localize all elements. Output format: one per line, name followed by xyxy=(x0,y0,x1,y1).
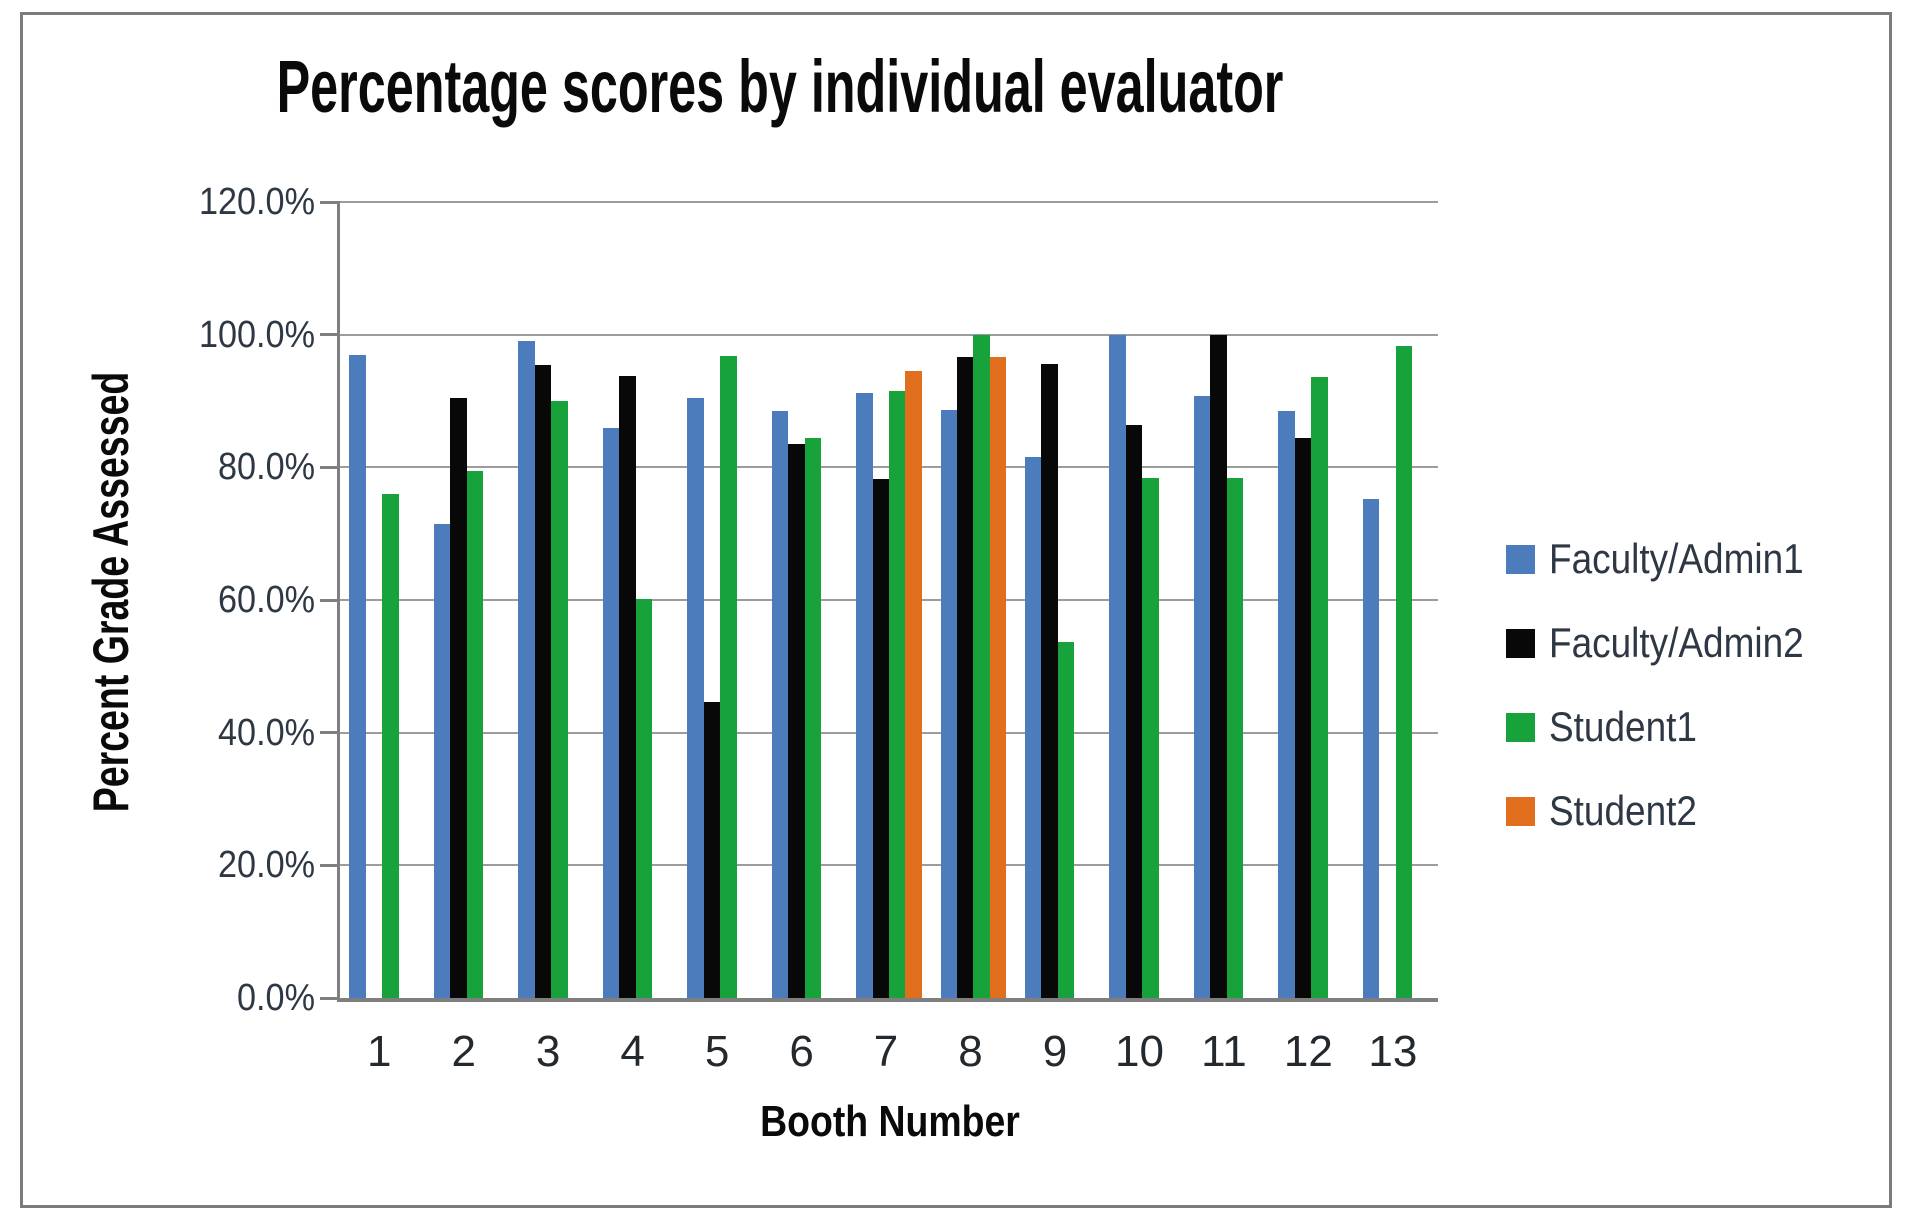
bar-faculty-admin2-booth-4 xyxy=(619,375,636,998)
bar-faculty-admin2-booth-3 xyxy=(534,364,552,998)
y-axis-tick xyxy=(320,465,340,469)
legend-swatch xyxy=(1506,796,1535,826)
x-tick-label: 3 xyxy=(535,1027,561,1076)
bar-student1-booth-3 xyxy=(551,401,568,998)
x-tick-label: 6 xyxy=(789,1027,814,1076)
y-tick-label: 80.0% xyxy=(218,446,315,489)
y-axis-tick xyxy=(320,731,340,735)
chart-title: Percentage scores by individual evaluato… xyxy=(276,45,1284,128)
bar-faculty-admin1-booth-1 xyxy=(349,354,366,998)
plot-area: 0.0% 20.0% 40.0% 60.0% 80.0% 100.0% 120.0% xyxy=(199,181,1438,1019)
x-tick-labels: 1 2 3 4 5 6 7 8 9 10 11 12 13 xyxy=(337,1026,1435,1078)
y-tick-label: 60.0% xyxy=(218,579,315,621)
y-tick-label: 0.0% xyxy=(237,977,315,1019)
bar-faculty-admin1-booth-7 xyxy=(856,393,873,998)
gridline xyxy=(340,201,1438,203)
bar-student1-booth-5 xyxy=(720,355,737,998)
gridline xyxy=(340,333,1438,336)
legend-swatch xyxy=(1506,544,1535,574)
legend-item-faculty-admin2: Faculty/Admin2 xyxy=(1506,619,1838,666)
bar-student1-booth-10 xyxy=(1142,477,1159,998)
bar-faculty-admin2-booth-2 xyxy=(450,397,467,998)
bar-student1-booth-12 xyxy=(1311,377,1328,998)
legend-swatch xyxy=(1506,628,1535,658)
legend-label: Student2 xyxy=(1549,787,1697,834)
x-axis-title: Booth Number xyxy=(760,1097,1020,1146)
y-tick-label: 120.0% xyxy=(198,181,315,223)
bar-student2-booth-7 xyxy=(905,371,922,998)
y-axis-tick xyxy=(320,996,340,1000)
bar-student1-booth-8 xyxy=(973,334,990,998)
bar-faculty-admin1-booth-3 xyxy=(518,341,535,998)
x-tick-label: 1 xyxy=(366,1027,392,1076)
y-tick-label: 100.0% xyxy=(198,313,315,356)
legend-label: Faculty/Admin2 xyxy=(1549,619,1804,666)
legend-item-faculty-admin1: Faculty/Admin1 xyxy=(1506,535,1838,582)
x-tick-label: 9 xyxy=(1042,1027,1068,1076)
bar-student1-booth-4 xyxy=(635,598,653,998)
bar-student1-booth-7 xyxy=(889,391,906,998)
x-tick-label: 10 xyxy=(1114,1027,1164,1076)
legend-label: Student1 xyxy=(1549,703,1697,750)
x-tick-label: 11 xyxy=(1201,1027,1247,1076)
legend: Faculty/Admin1 Faculty/Admin2 Student1 Stud… xyxy=(1506,535,1838,834)
x-tick-label: 12 xyxy=(1283,1027,1333,1076)
bar-faculty-admin1-booth-5 xyxy=(687,397,704,998)
bar-student1-booth-6 xyxy=(804,438,821,998)
bar-faculty-admin1-booth-11 xyxy=(1193,396,1211,998)
bar-faculty-admin2-booth-11 xyxy=(1210,334,1227,998)
bar-faculty-admin2-booth-10 xyxy=(1125,424,1143,998)
bar-student1-booth-2 xyxy=(466,470,484,998)
bar-faculty-admin2-booth-7 xyxy=(872,478,889,998)
bar-faculty-admin2-booth-5 xyxy=(703,702,721,998)
bar-faculty-admin1-booth-9 xyxy=(1024,457,1042,998)
x-tick-label: 5 xyxy=(704,1027,730,1076)
bar-student1-booth-9 xyxy=(1057,642,1075,998)
legend-swatch xyxy=(1506,712,1535,742)
x-tick-label: 2 xyxy=(451,1027,476,1076)
y-tick-label: 40.0% xyxy=(218,711,315,754)
legend-item-student2: Student2 xyxy=(1506,787,1838,834)
bar-faculty-admin1-booth-12 xyxy=(1278,410,1295,998)
x-tick-label: 13 xyxy=(1368,1027,1418,1076)
y-axis-tick xyxy=(320,333,340,337)
bar-faculty-admin2-booth-8 xyxy=(956,356,974,998)
y-tick-label: 20.0% xyxy=(218,844,315,887)
bar-faculty-admin2-booth-6 xyxy=(788,444,805,998)
legend-item-student1: Student1 xyxy=(1506,703,1838,750)
y-axis-tick xyxy=(320,200,340,204)
y-axis-tick xyxy=(320,598,340,602)
x-tick-label: 4 xyxy=(620,1027,645,1076)
bar-student1-booth-13 xyxy=(1395,345,1413,998)
bar-faculty-admin1-booth-2 xyxy=(433,523,451,998)
bar-faculty-admin2-booth-9 xyxy=(1041,363,1058,998)
bar-student2-booth-8 xyxy=(989,356,1007,998)
bar-faculty-admin2-booth-12 xyxy=(1294,438,1312,998)
bar-faculty-admin1-booth-10 xyxy=(1109,334,1126,998)
x-tick-label: 8 xyxy=(958,1027,983,1076)
bar-faculty-admin1-booth-13 xyxy=(1362,499,1380,998)
bar-student1-booth-1 xyxy=(382,493,399,998)
bar-faculty-admin1-booth-6 xyxy=(771,410,789,998)
x-tick-label: 7 xyxy=(873,1027,899,1076)
y-axis-tick xyxy=(320,863,340,867)
bar-faculty-admin1-booth-8 xyxy=(940,409,957,998)
legend-label: Faculty/Admin1 xyxy=(1549,535,1804,582)
bar-faculty-admin1-booth-4 xyxy=(602,427,620,998)
bar-student1-booth-11 xyxy=(1226,477,1244,998)
